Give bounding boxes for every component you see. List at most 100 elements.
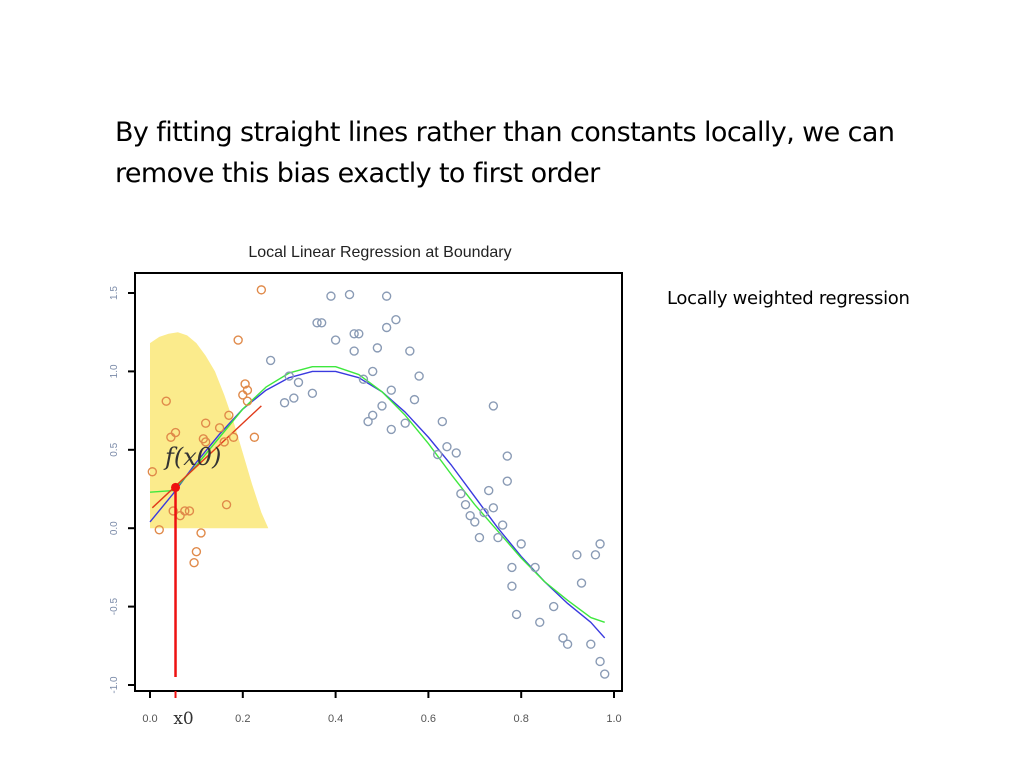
data-point <box>558 633 568 643</box>
data-point <box>368 366 378 377</box>
data-point <box>451 448 461 458</box>
data-point <box>377 401 387 411</box>
data-point <box>432 449 443 460</box>
data-point <box>349 329 359 339</box>
data-point <box>289 393 299 403</box>
x-tick-label: 0.6 <box>421 713 436 725</box>
data-point <box>233 335 243 345</box>
data-point <box>530 562 540 573</box>
local-line-at-x0-line <box>151 405 262 509</box>
data-point <box>279 398 290 408</box>
data-point <box>516 539 526 549</box>
data-point <box>330 335 341 345</box>
data-point <box>256 285 267 295</box>
data-point <box>507 562 517 573</box>
data-point <box>326 291 336 301</box>
side-label: Locally weighted regression <box>667 288 910 309</box>
data-point <box>474 532 485 543</box>
data-point <box>502 451 512 461</box>
plot-frame <box>134 272 623 692</box>
data-point <box>249 432 260 442</box>
data-point <box>572 550 582 560</box>
y-tick-label: -1.0 <box>109 676 120 694</box>
data-point <box>189 557 199 568</box>
data-point <box>488 503 499 513</box>
data-point <box>386 385 396 395</box>
data-point <box>200 437 211 447</box>
x-tick-label: 0.4 <box>328 713 343 725</box>
data-point <box>312 318 322 328</box>
y-tick-label: 0.0 <box>109 521 120 535</box>
data-point <box>595 539 605 549</box>
data-point <box>381 322 392 333</box>
fx0-marker <box>171 482 181 492</box>
data-point <box>409 394 420 405</box>
data-point <box>493 532 503 543</box>
data-point <box>358 374 369 384</box>
data-point <box>170 427 181 438</box>
data-point <box>316 318 327 328</box>
heading-line-2: remove this bias exactly to first order <box>115 158 600 189</box>
data-point <box>479 507 489 518</box>
data-point <box>184 506 195 516</box>
data-point <box>562 639 573 649</box>
data-point <box>465 510 475 521</box>
data-point <box>196 528 206 538</box>
fitted-local-linear-line <box>149 365 605 623</box>
x-tick-label: 1.0 <box>606 713 621 725</box>
annotations: f(x0) <box>163 443 221 677</box>
data-point <box>484 485 494 496</box>
y-tick-label: 1.0 <box>109 364 120 378</box>
data-point <box>240 379 250 389</box>
data-points <box>147 285 610 679</box>
data-point <box>200 418 211 428</box>
data-point <box>349 346 359 356</box>
data-point <box>442 441 452 452</box>
y-tick-label: -0.5 <box>109 598 120 616</box>
data-point <box>595 656 605 667</box>
data-point <box>161 396 171 406</box>
data-point <box>507 581 517 591</box>
slide-heading: By fitting straight lines rather than co… <box>115 112 975 194</box>
data-point <box>548 601 559 612</box>
data-point <box>460 499 471 510</box>
data-point <box>293 377 304 388</box>
data-point <box>307 388 318 399</box>
x-tick-label: 0.2 <box>235 713 250 725</box>
data-point <box>400 418 410 428</box>
data-point <box>497 520 508 530</box>
data-point <box>242 396 253 406</box>
data-point <box>437 416 448 427</box>
data-point <box>386 424 396 435</box>
data-point <box>191 547 202 557</box>
data-point <box>354 329 364 339</box>
data-point <box>363 416 373 427</box>
data-point <box>600 669 610 679</box>
data-point <box>284 371 294 381</box>
data-point <box>372 343 383 353</box>
data-point <box>219 437 229 447</box>
y-tick-label: 0.5 <box>109 442 120 456</box>
data-point <box>168 506 178 516</box>
data-point <box>214 423 225 433</box>
data-point <box>265 355 276 366</box>
data-point <box>224 410 234 421</box>
data-point <box>590 550 601 560</box>
data-point <box>221 499 232 510</box>
kernel-weight-area <box>150 332 269 529</box>
y-tick-label: 1.5 <box>109 286 120 300</box>
x-tick-label: 0.0 <box>142 713 157 725</box>
data-point <box>368 410 378 421</box>
data-point <box>502 476 512 486</box>
data-point <box>180 506 190 516</box>
x-tick-label: 0.8 <box>514 713 529 725</box>
data-point <box>147 467 158 477</box>
axes: 0.0 0.2 0.4 0.6 0.8 1.0 x0 -1.0 -0.5 0.0 0.5 1.0 1.5 <box>109 286 622 729</box>
data-point <box>154 525 164 535</box>
data-point <box>488 401 499 411</box>
data-point <box>414 371 424 381</box>
data-point <box>576 578 587 588</box>
kernel-weight-area <box>150 332 269 529</box>
data-point <box>586 639 596 649</box>
data-point <box>242 385 253 395</box>
